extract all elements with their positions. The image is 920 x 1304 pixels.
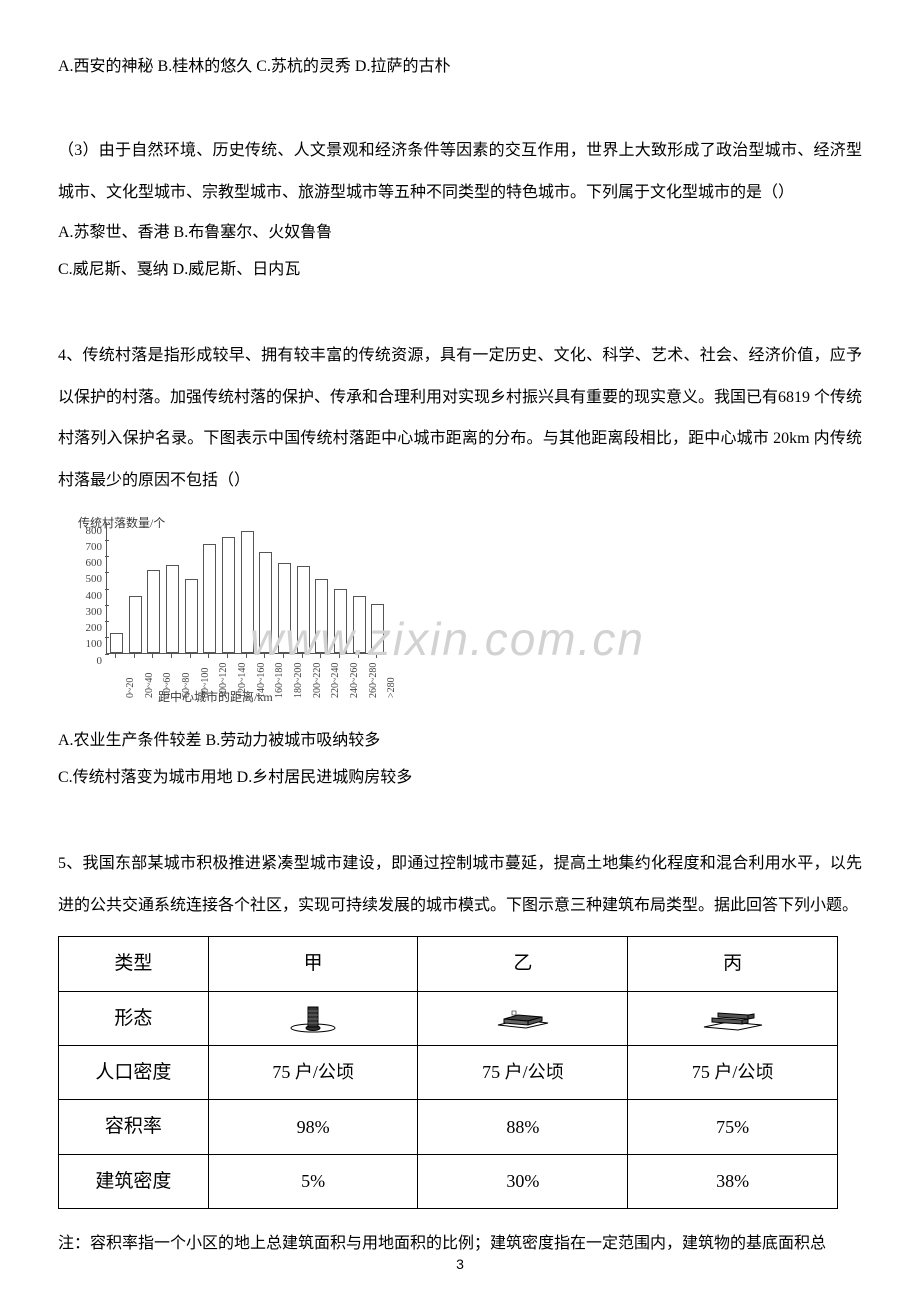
- table-cell: 88%: [418, 1100, 628, 1154]
- q3-sub3-optsAB: A.苏黎世、香港 B.布鲁塞尔、火奴鲁鲁: [58, 214, 862, 252]
- table-cell: 5%: [208, 1154, 418, 1208]
- table-row-label: 人口密度: [59, 1046, 209, 1100]
- q4-chart: 传统村落数量/个 0100200300400500600700800 0~202…: [58, 510, 418, 710]
- chart-bar: [185, 579, 198, 652]
- chart-x-axis-label: 距中心城市的距离/km: [158, 682, 273, 713]
- chart-plot-area: [106, 524, 386, 654]
- shape-jia: [208, 991, 418, 1045]
- q4-body: 4、传统村落是指形成较早、拥有较丰富的传统资源，具有一定历史、文化、科学、艺术、…: [58, 335, 862, 501]
- chart-bar: [203, 544, 216, 653]
- table-header: 类型: [59, 937, 209, 991]
- chart-bar: [334, 589, 347, 652]
- table-row-label: 建筑密度: [59, 1154, 209, 1208]
- q2-options: A.西安的神秘 B.桂林的悠久 C.苏杭的灵秀 D.拉萨的古朴: [58, 48, 862, 86]
- table-cell: 75 户/公顷: [628, 1046, 838, 1100]
- table-cell: 30%: [418, 1154, 628, 1208]
- table-cell: 75 户/公顷: [418, 1046, 628, 1100]
- table-header: 乙: [418, 937, 628, 991]
- q4-optsAB: A.农业生产条件较差 B.劳动力被城市吸纳较多: [58, 722, 862, 760]
- table-cell: 75%: [628, 1100, 838, 1154]
- q4-optsCD: C.传统村落变为城市用地 D.乡村居民进城购房较多: [58, 760, 862, 795]
- chart-bar: [147, 570, 160, 653]
- table-cell: 38%: [628, 1154, 838, 1208]
- table-header: 丙: [628, 937, 838, 991]
- q3-sub3-optsCD: C.威尼斯、戛纳 D.威尼斯、日内瓦: [58, 252, 862, 287]
- q3-sub3-body: （3）由于自然环境、历史传统、人文景观和经济条件等因素的交互作用，世界上大致形成…: [58, 130, 862, 213]
- chart-bar: [259, 552, 272, 653]
- chart-bar: [315, 579, 328, 652]
- chart-xtick-label: >280: [379, 677, 405, 698]
- shape-bing: [628, 991, 838, 1045]
- chart-ytick-label: 800: [72, 517, 102, 546]
- chart-bar: [110, 633, 123, 653]
- q5-body: 5、我国东部某城市积极推进紧凑型城市建设，即通过控制城市蔓延，提高土地集约化程度…: [58, 843, 862, 926]
- table-cell: 98%: [208, 1100, 418, 1154]
- q5-table: 类型 甲 乙 丙 形态: [58, 936, 838, 1209]
- chart-bar: [371, 604, 384, 653]
- table-row-label: 形态: [59, 991, 209, 1045]
- shape-yi: [418, 991, 628, 1045]
- chart-bar: [166, 565, 179, 653]
- chart-bar: [222, 537, 235, 652]
- chart-bar: [278, 563, 291, 652]
- table-cell: 75 户/公顷: [208, 1046, 418, 1100]
- chart-bar: [129, 596, 142, 653]
- table-row-label: 容积率: [59, 1100, 209, 1154]
- page-number: 3: [0, 1246, 920, 1282]
- chart-bar: [353, 596, 366, 653]
- chart-bar: [297, 566, 310, 652]
- table-header: 甲: [208, 937, 418, 991]
- chart-bar: [241, 531, 254, 653]
